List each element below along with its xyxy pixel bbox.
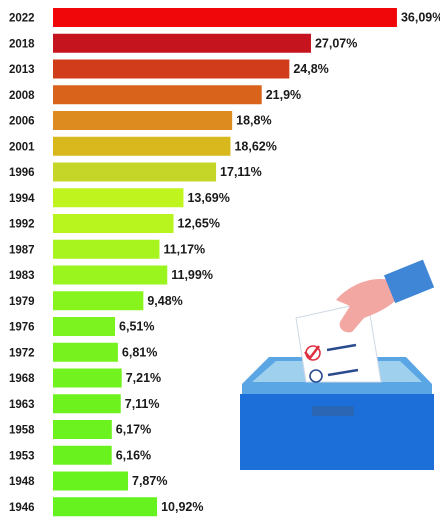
bar <box>53 136 231 156</box>
year-label: 1958 <box>9 425 35 437</box>
ballot-box-rim <box>242 384 432 394</box>
value-label: 21,9% <box>266 88 301 102</box>
bar <box>53 33 311 53</box>
year-label: 1968 <box>9 373 35 385</box>
bar <box>53 471 129 491</box>
year-label: 1992 <box>9 219 35 231</box>
bar <box>53 111 233 130</box>
bar <box>53 420 112 439</box>
bar <box>53 188 184 208</box>
year-label: 1994 <box>9 193 35 205</box>
option-circle-icon <box>309 369 323 383</box>
value-label: 11,99% <box>171 268 213 282</box>
value-label: 36,09% <box>401 11 440 25</box>
year-label: 1946 <box>9 502 35 514</box>
value-label: 6,51% <box>119 320 154 334</box>
ballot-line <box>326 343 357 352</box>
year-label: 1948 <box>9 476 35 488</box>
value-label: 10,92% <box>161 500 203 514</box>
hand-icon <box>336 278 402 333</box>
year-label: 1953 <box>9 450 35 462</box>
value-label: 7,87% <box>132 474 167 488</box>
value-label: 7,11% <box>125 397 160 411</box>
value-label: 9,48% <box>147 294 182 308</box>
ballot-line <box>327 368 359 377</box>
ballot-box-icon <box>240 259 435 470</box>
value-label: 18,62% <box>234 139 276 153</box>
value-label: 27,07% <box>315 36 357 50</box>
year-label: 2008 <box>9 90 35 102</box>
year-label: 1983 <box>9 270 35 282</box>
value-label: 24,8% <box>293 62 328 76</box>
year-label: 1976 <box>9 322 35 334</box>
bar <box>53 291 144 311</box>
bar <box>53 8 397 27</box>
year-label: 1987 <box>9 244 35 256</box>
ballot-box-slot <box>312 406 354 416</box>
bar <box>53 239 160 259</box>
ballot-box-front <box>240 394 434 470</box>
value-label: 18,8% <box>236 114 271 128</box>
year-label: 2001 <box>9 141 35 153</box>
bar <box>53 59 290 79</box>
sleeve-icon <box>383 259 435 304</box>
bars-layer: 2022 36,09% 2018 27,07% 2013 24,8% 2008 21,9% 20… <box>9 8 440 517</box>
bar <box>53 317 116 336</box>
bar <box>53 445 112 465</box>
year-label: 2022 <box>9 13 35 25</box>
year-label: 1979 <box>9 296 35 308</box>
bar <box>53 214 174 233</box>
year-label: 1963 <box>9 399 35 411</box>
bar <box>53 265 168 285</box>
bar <box>53 368 122 388</box>
year-label: 2013 <box>9 64 35 76</box>
value-label: 12,65% <box>178 217 220 231</box>
bar <box>53 342 118 362</box>
value-label: 6,81% <box>122 345 157 359</box>
value-label: 7,21% <box>126 371 161 385</box>
value-label: 17,11% <box>220 165 262 179</box>
bar <box>53 394 121 414</box>
value-label: 6,16% <box>116 448 151 462</box>
bar <box>53 85 262 105</box>
bar <box>53 162 217 182</box>
bar <box>53 497 158 517</box>
year-label: 2018 <box>9 38 35 50</box>
value-label: 6,17% <box>116 423 151 437</box>
check-circle-icon <box>305 345 321 361</box>
value-label: 13,69% <box>187 191 229 205</box>
year-label: 1972 <box>9 347 35 359</box>
value-label: 11,17% <box>163 242 205 256</box>
year-label: 1996 <box>9 167 35 179</box>
year-label: 2006 <box>9 116 35 128</box>
